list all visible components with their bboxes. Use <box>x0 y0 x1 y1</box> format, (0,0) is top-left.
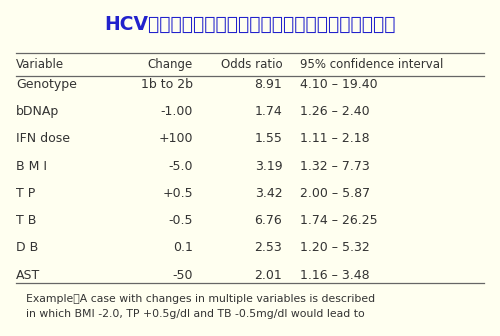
Text: -1.00: -1.00 <box>160 105 193 118</box>
Text: 8.91: 8.91 <box>254 78 282 90</box>
Text: 1.11 – 2.18: 1.11 – 2.18 <box>300 132 370 145</box>
Text: -50: -50 <box>172 269 193 282</box>
Text: 1.26 – 2.40: 1.26 – 2.40 <box>300 105 370 118</box>
Text: 1b to 2b: 1b to 2b <box>141 78 193 90</box>
Text: Variable: Variable <box>16 58 64 71</box>
Text: 1.74: 1.74 <box>254 105 282 118</box>
Text: 1.74 – 26.25: 1.74 – 26.25 <box>300 214 378 227</box>
Text: Odds ratio: Odds ratio <box>220 58 282 71</box>
Text: 2.00 – 5.87: 2.00 – 5.87 <box>300 187 370 200</box>
Text: 1.20 – 5.32: 1.20 – 5.32 <box>300 242 370 254</box>
Text: 1.32 – 7.73: 1.32 – 7.73 <box>300 160 370 172</box>
Text: 2.01: 2.01 <box>254 269 282 282</box>
Text: -0.5: -0.5 <box>168 214 193 227</box>
Text: 4.10 – 19.40: 4.10 – 19.40 <box>300 78 378 90</box>
Text: Change: Change <box>148 58 193 71</box>
Text: 1.55: 1.55 <box>254 132 282 145</box>
Text: T B: T B <box>16 214 36 227</box>
Text: Genotype: Genotype <box>16 78 77 90</box>
Text: 6.76: 6.76 <box>254 214 282 227</box>
Text: B M I: B M I <box>16 160 48 172</box>
Text: -5.0: -5.0 <box>168 160 193 172</box>
Text: bDNAp: bDNAp <box>16 105 60 118</box>
Text: 0.1: 0.1 <box>173 242 193 254</box>
Text: AST: AST <box>16 269 40 282</box>
Text: 1.16 – 3.48: 1.16 – 3.48 <box>300 269 370 282</box>
Text: Example：A case with changes in multiple variables is described
in which BMI -2.0: Example：A case with changes in multiple … <box>26 294 376 319</box>
Text: 2.53: 2.53 <box>254 242 282 254</box>
Text: 3.42: 3.42 <box>254 187 282 200</box>
Text: +100: +100 <box>158 132 193 145</box>
Text: +0.5: +0.5 <box>162 187 193 200</box>
Text: IFN dose: IFN dose <box>16 132 70 145</box>
Text: 95% confidence interval: 95% confidence interval <box>300 58 443 71</box>
Text: T P: T P <box>16 187 36 200</box>
Text: D B: D B <box>16 242 38 254</box>
Text: 3.19: 3.19 <box>254 160 282 172</box>
Text: HCVインターフェロン療法の効果予測因子とオッズ比: HCVインターフェロン療法の効果予測因子とオッズ比 <box>104 15 396 34</box>
